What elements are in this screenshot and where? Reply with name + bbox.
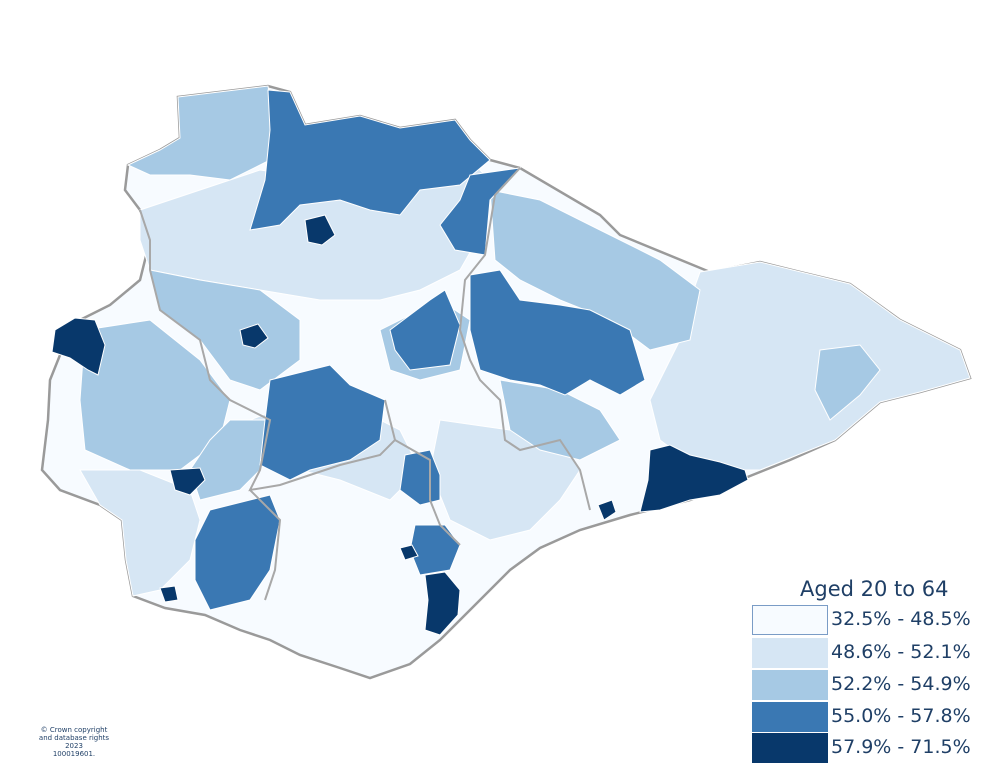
legend-title: Aged 20 to 64 bbox=[800, 577, 949, 601]
district-boundaries bbox=[139, 167, 591, 601]
class-4-regions bbox=[194, 89, 646, 611]
legend-item-class-5: 57.9% - 71.5% bbox=[752, 733, 982, 763]
legend-item-class-4: 55.0% - 57.8% bbox=[752, 702, 982, 732]
class-5-regions bbox=[51, 214, 749, 636]
legend-swatch bbox=[752, 638, 828, 668]
legend-label: 55.0% - 57.8% bbox=[831, 705, 971, 727]
legend-swatch bbox=[752, 605, 828, 635]
legend-swatch bbox=[752, 733, 828, 763]
legend-label: 52.2% - 54.9% bbox=[831, 673, 971, 695]
legend-item-class-1: 32.5% - 48.5% bbox=[752, 605, 982, 635]
copyright-line: 100019601. bbox=[52, 750, 96, 758]
legend-swatch bbox=[752, 702, 828, 732]
legend-label: 32.5% - 48.5% bbox=[831, 608, 971, 630]
copyright-line: and database rights 2023 bbox=[38, 734, 110, 750]
legend-item-class-2: 48.6% - 52.1% bbox=[752, 638, 982, 668]
legend-label: 57.9% - 71.5% bbox=[831, 736, 971, 758]
legend-item-class-3: 52.2% - 54.9% bbox=[752, 670, 982, 700]
legend-label: 48.6% - 52.1% bbox=[831, 641, 971, 663]
legend-swatch bbox=[752, 670, 828, 700]
copyright-notice: © Crown copyright and database rights 20… bbox=[30, 726, 118, 758]
class-3-regions bbox=[79, 85, 881, 501]
copyright-line: © Crown copyright bbox=[40, 726, 108, 734]
